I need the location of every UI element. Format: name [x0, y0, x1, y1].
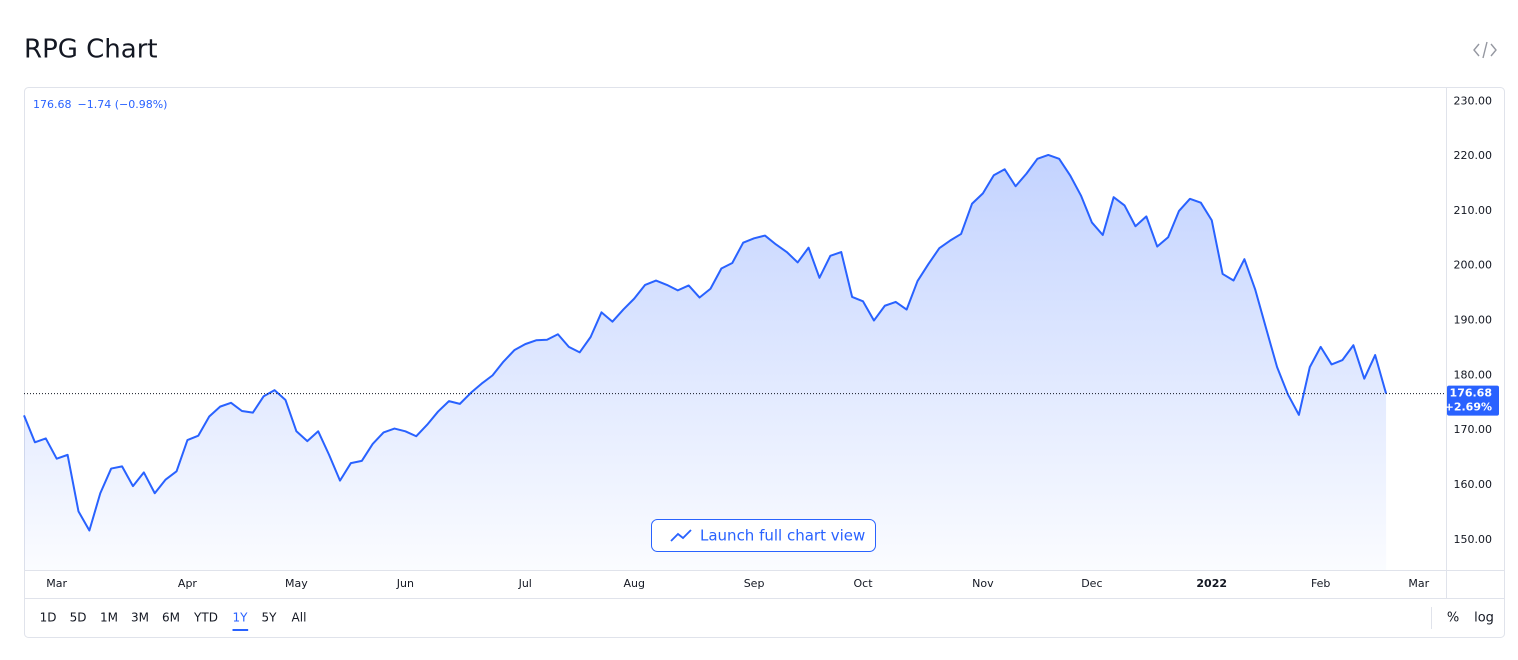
- x-tick-label: Feb: [1311, 577, 1330, 590]
- range-button[interactable]: YTD: [193, 611, 218, 625]
- y-tick-label: 170.00: [1454, 423, 1493, 436]
- x-tick-label: Mar: [1408, 577, 1429, 590]
- code-icon[interactable]: [1473, 41, 1497, 59]
- x-tick-label: Oct: [854, 577, 874, 590]
- range-button[interactable]: 5D: [70, 611, 87, 625]
- x-tick-label: May: [285, 577, 308, 590]
- embed-code-icon[interactable]: [1473, 41, 1497, 59]
- legend-price: 176.68: [33, 98, 72, 111]
- range-button[interactable]: 1Y: [233, 611, 249, 625]
- range-button[interactable]: 5Y: [262, 611, 278, 625]
- x-tick-label: Mar: [46, 577, 67, 590]
- launch-icon[interactable]: [670, 529, 692, 542]
- x-tick-label: Dec: [1081, 577, 1102, 590]
- range-button[interactable]: All: [292, 611, 307, 625]
- price-line: [23, 153, 1388, 532]
- launch-button-label[interactable]: Launch full chart view: [700, 527, 865, 545]
- x-tick-label: Nov: [972, 577, 994, 590]
- x-tick-label: Jun: [396, 577, 414, 590]
- y-tick-label: 160.00: [1454, 478, 1493, 491]
- last-price-label: 176.68: [1450, 387, 1492, 400]
- last-change-label: +2.69%: [1445, 401, 1492, 414]
- range-button[interactable]: 3M: [131, 611, 149, 625]
- range-button[interactable]: 6M: [162, 611, 180, 625]
- y-tick-label: 180.00: [1454, 368, 1493, 381]
- last-price-badge: [1447, 385, 1499, 416]
- x-tick-label: Aug: [623, 577, 644, 590]
- x-tick-label: 2022: [1196, 577, 1227, 590]
- y-tick-label: 200.00: [1454, 259, 1493, 272]
- range-button[interactable]: 1D: [40, 611, 57, 625]
- legend-change: −1.74 (−0.98%): [78, 98, 168, 111]
- scale-option[interactable]: %: [1447, 611, 1459, 626]
- range-active-underline: [232, 629, 249, 631]
- x-tick-label: Jul: [518, 577, 532, 590]
- y-tick-label: 220.00: [1454, 149, 1493, 162]
- x-tick-label: Apr: [178, 577, 198, 590]
- y-tick-label: 210.00: [1454, 204, 1493, 217]
- plot-area: [23, 153, 1446, 571]
- y-tick-label: 150.00: [1454, 533, 1493, 546]
- area-fill: [24, 154, 1387, 571]
- chart-title: RPG Chart: [24, 35, 158, 65]
- y-tick-label: 230.00: [1454, 94, 1493, 107]
- launch-button[interactable]: Launch full chart view: [651, 519, 876, 552]
- range-button[interactable]: 1M: [100, 611, 118, 625]
- y-tick-label: 190.00: [1454, 314, 1493, 327]
- x-tick-label: Sep: [744, 577, 765, 590]
- launch-button-frame[interactable]: [651, 519, 876, 552]
- scale-option[interactable]: log: [1474, 611, 1494, 626]
